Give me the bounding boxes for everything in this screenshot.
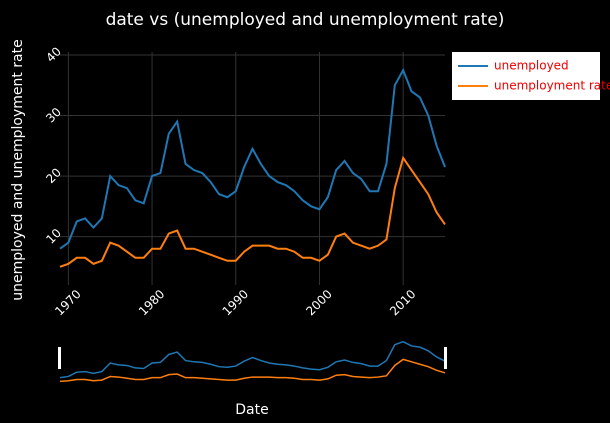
y-axis-title: unemployed and unemployment rate: [10, 39, 26, 301]
range-handle: [444, 347, 447, 369]
legend-label: unemployment rate: [494, 79, 610, 93]
x-axis-title: Date: [235, 402, 268, 418]
chart-title: date vs (unemployed and unemployment rat…: [106, 10, 505, 30]
series-line: [59, 67, 446, 250]
range-slider-line: [59, 358, 446, 383]
range-slider-line: [59, 340, 446, 379]
legend-box: [452, 52, 600, 100]
range-handle: [58, 347, 61, 369]
legend-label: unemployed: [494, 59, 569, 73]
series-line: [59, 155, 446, 268]
